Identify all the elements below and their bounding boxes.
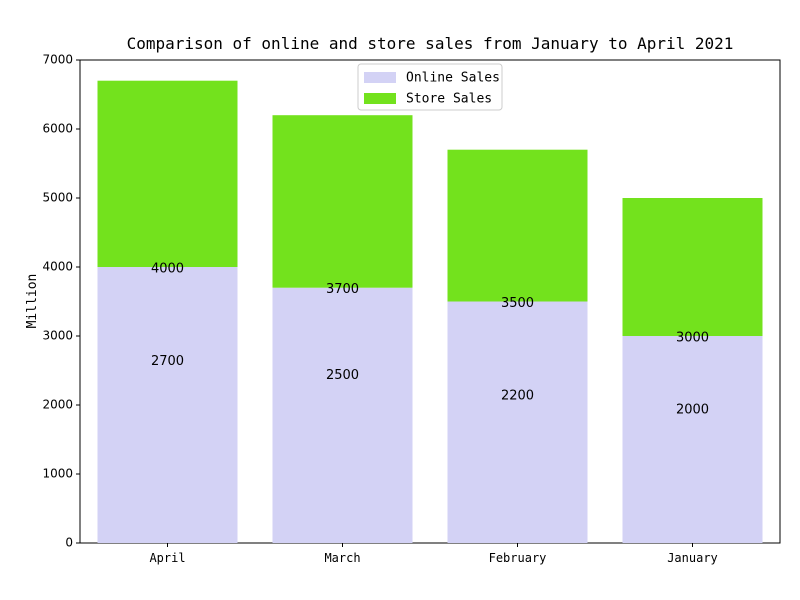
y-tick-label: 0	[65, 536, 73, 550]
data-label-online-april: 4000	[151, 262, 184, 277]
data-label-online-january: 3000	[676, 331, 709, 346]
data-labels-group: 4000 2700 3700 2500 3500 2200 3000 2000	[151, 262, 709, 418]
x-tick-label-april: April	[149, 551, 185, 565]
legend-swatch-online	[364, 72, 396, 83]
bar-store-march	[272, 115, 413, 288]
data-label-store-march: 2500	[326, 368, 359, 383]
x-tick-label-march: March	[324, 551, 360, 565]
bar-online-april	[97, 267, 238, 543]
y-tick-label: 4000	[42, 260, 73, 274]
legend-label-store: Store Sales	[406, 92, 492, 107]
y-axis-label: Million	[25, 274, 40, 329]
bar-online-january	[622, 336, 763, 543]
x-axis-ticks: April March February January	[149, 543, 718, 565]
legend-label-online: Online Sales	[406, 71, 500, 86]
y-axis-ticks: 0 1000 2000 3000 4000 5000 6000 7000	[42, 53, 80, 550]
x-tick-label-january: January	[667, 551, 718, 565]
y-tick-label: 5000	[42, 191, 73, 205]
x-tick-label-february: February	[489, 551, 547, 565]
data-label-store-february: 2200	[501, 389, 534, 404]
y-tick-label: 6000	[42, 122, 73, 136]
bar-store-january	[622, 198, 763, 336]
data-label-online-march: 3700	[326, 282, 359, 297]
y-tick-label: 2000	[42, 398, 73, 412]
bar-online-march	[272, 287, 413, 543]
bar-online-february	[447, 301, 588, 543]
bar-store-april	[97, 80, 238, 267]
plot-area	[79, 59, 781, 544]
y-tick-label: 1000	[42, 467, 73, 481]
bars-group	[97, 80, 763, 543]
legend-swatch-store	[364, 93, 396, 104]
data-label-store-january: 2000	[676, 403, 709, 418]
y-tick-label: 7000	[42, 53, 73, 67]
y-tick-label: 3000	[42, 329, 73, 343]
bar-store-february	[447, 149, 588, 302]
data-label-store-april: 2700	[151, 354, 184, 369]
legend: Online Sales Store Sales	[357, 63, 503, 111]
chart-title: Comparison of online and store sales fro…	[127, 34, 734, 53]
data-label-online-february: 3500	[501, 296, 534, 311]
